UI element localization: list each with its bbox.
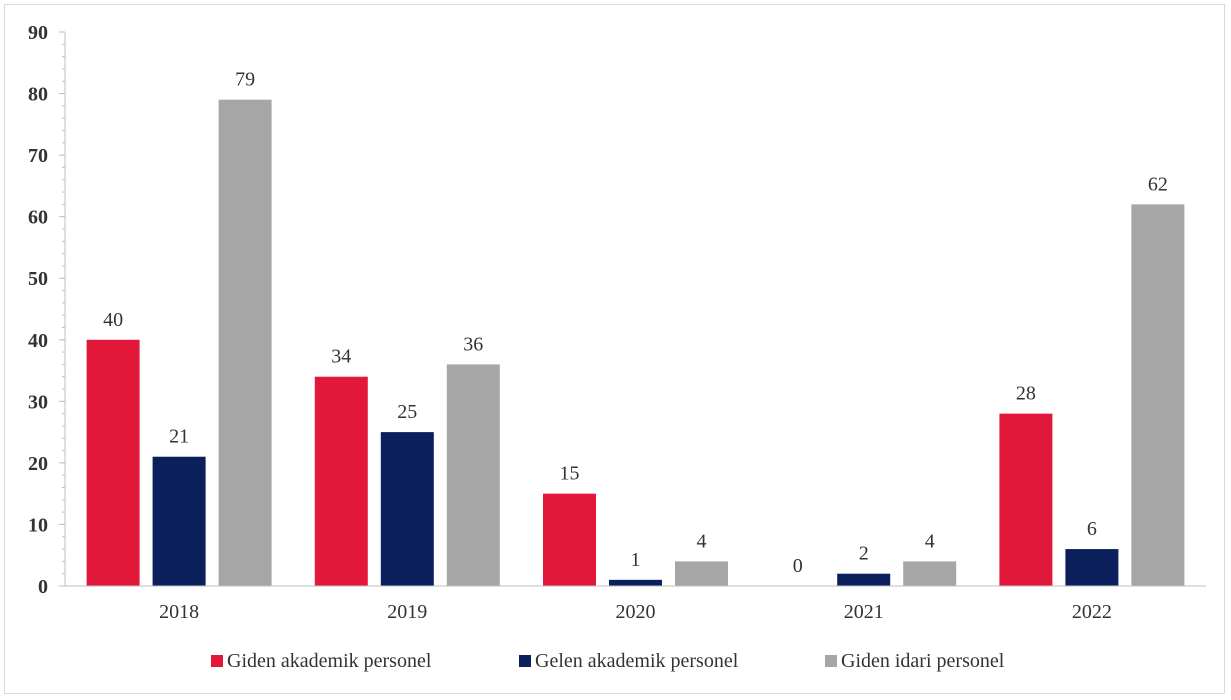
legend-label: Gelen akademik personel xyxy=(535,650,739,672)
y-tick-label: 60 xyxy=(28,207,48,229)
bar xyxy=(1065,549,1119,586)
bar-value-label: 15 xyxy=(560,463,580,485)
bar-value-label: 25 xyxy=(397,401,417,423)
bar xyxy=(380,432,434,586)
legend-label: Giden idari personel xyxy=(841,650,1005,672)
bar xyxy=(675,561,728,586)
x-axis: 2018 2019 2020 2021 2022 xyxy=(65,585,1206,623)
y-tick-label: 20 xyxy=(28,453,48,475)
bar-value-label: 62 xyxy=(1148,173,1168,195)
bar-value-label: 4 xyxy=(925,530,935,552)
legend: Giden akademik personel Gelen akademik pe… xyxy=(211,650,1005,672)
bar xyxy=(1131,204,1185,586)
bar-value-label: 1 xyxy=(631,549,641,571)
y-tick-label: 50 xyxy=(28,268,48,290)
bar xyxy=(543,493,596,586)
bar xyxy=(999,413,1053,586)
x-tick-label: 2019 xyxy=(387,601,427,623)
bar-value-label: 2 xyxy=(859,543,869,565)
legend-swatch xyxy=(211,655,223,667)
x-tick-label: 2018 xyxy=(159,601,199,623)
y-tick-label: 90 xyxy=(28,22,48,44)
bars xyxy=(86,99,1185,586)
y-tick-label: 0 xyxy=(38,576,48,598)
y-tick-label: 30 xyxy=(28,391,48,413)
bar xyxy=(446,364,500,586)
bar-value-label: 6 xyxy=(1087,518,1097,540)
x-tick-label: 2022 xyxy=(1072,601,1112,623)
y-tick-label: 40 xyxy=(28,330,48,352)
bar xyxy=(86,339,140,586)
bar-value-label: 21 xyxy=(169,426,189,448)
bar-value-label: 79 xyxy=(235,69,255,91)
legend-swatch xyxy=(519,655,531,667)
y-tick-label: 70 xyxy=(28,145,48,167)
y-axis: 0 10 20 30 40 50 60 70 80 90 xyxy=(28,22,66,598)
bar-value-label: 4 xyxy=(697,530,707,552)
bar-value-label: 28 xyxy=(1016,383,1036,405)
bar xyxy=(609,579,662,586)
bar xyxy=(314,376,368,586)
bar xyxy=(837,573,891,586)
bar-value-label: 40 xyxy=(103,309,123,331)
y-tick-label: 10 xyxy=(28,514,48,536)
bar-value-label: 34 xyxy=(331,346,351,368)
bar-value-label: 0 xyxy=(793,555,803,577)
y-tick-label: 80 xyxy=(28,84,48,106)
bar xyxy=(218,99,272,586)
bar xyxy=(152,456,206,586)
bar-value-label: 36 xyxy=(463,333,483,355)
x-tick-label: 2021 xyxy=(844,601,884,623)
legend-label: Giden akademik personel xyxy=(227,650,432,672)
legend-swatch xyxy=(825,655,837,667)
bar xyxy=(903,561,957,586)
x-tick-label: 2020 xyxy=(616,601,656,623)
